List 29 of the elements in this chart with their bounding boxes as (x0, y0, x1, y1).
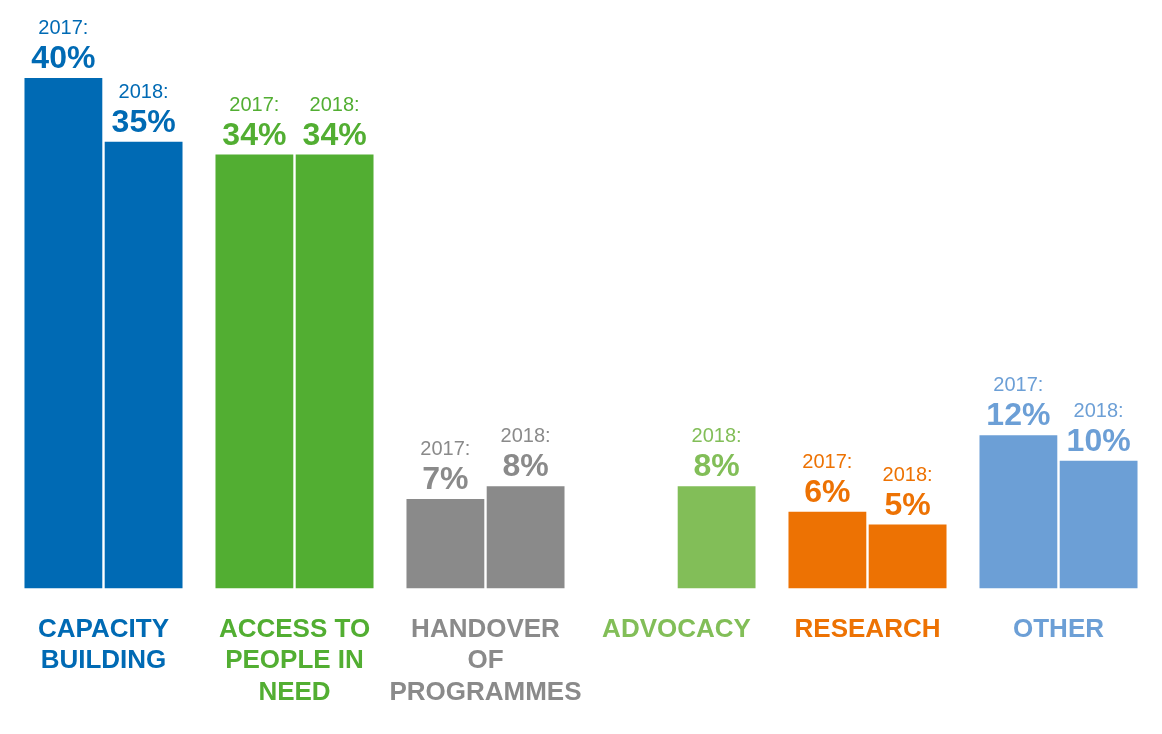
text: 2017: (229, 92, 280, 115)
text: 2018: (500, 424, 551, 447)
text: 2017: (802, 449, 853, 472)
x-tick-label: ADVOCACY (602, 613, 751, 644)
x-tick-label: HANDOVER OF PROGRAMMES (389, 613, 582, 706)
data-label: 5% (884, 485, 931, 522)
data-label: 7% (422, 460, 469, 497)
text: 2018: (691, 424, 742, 447)
data-label: 34% (222, 115, 287, 152)
data-label: 8% (502, 447, 549, 484)
text: 2018: (118, 79, 169, 102)
text: 2018: (882, 462, 933, 485)
series-label: 2018: (309, 92, 360, 115)
data-label: 12% (986, 396, 1051, 433)
x-tick-label: CAPACITY BUILDING (38, 613, 169, 675)
text: 2018: (1073, 398, 1124, 421)
bar (677, 486, 756, 589)
data-label: 40% (31, 39, 96, 75)
x-tick-label: OTHER (1013, 613, 1105, 644)
data-label: 10% (1066, 421, 1131, 458)
data-label: 35% (111, 102, 176, 139)
text: 2017: (993, 373, 1044, 396)
data-label: 8% (693, 447, 740, 484)
series-label: 2017: (38, 16, 89, 38)
data-label: 6% (804, 472, 851, 509)
x-tick-label: ACCESS TO PEOPLE IN NEED (218, 613, 371, 706)
text: 2017: (420, 437, 471, 460)
x-tick-label: RESEARCH (794, 613, 941, 644)
data-label: 34% (302, 115, 367, 152)
